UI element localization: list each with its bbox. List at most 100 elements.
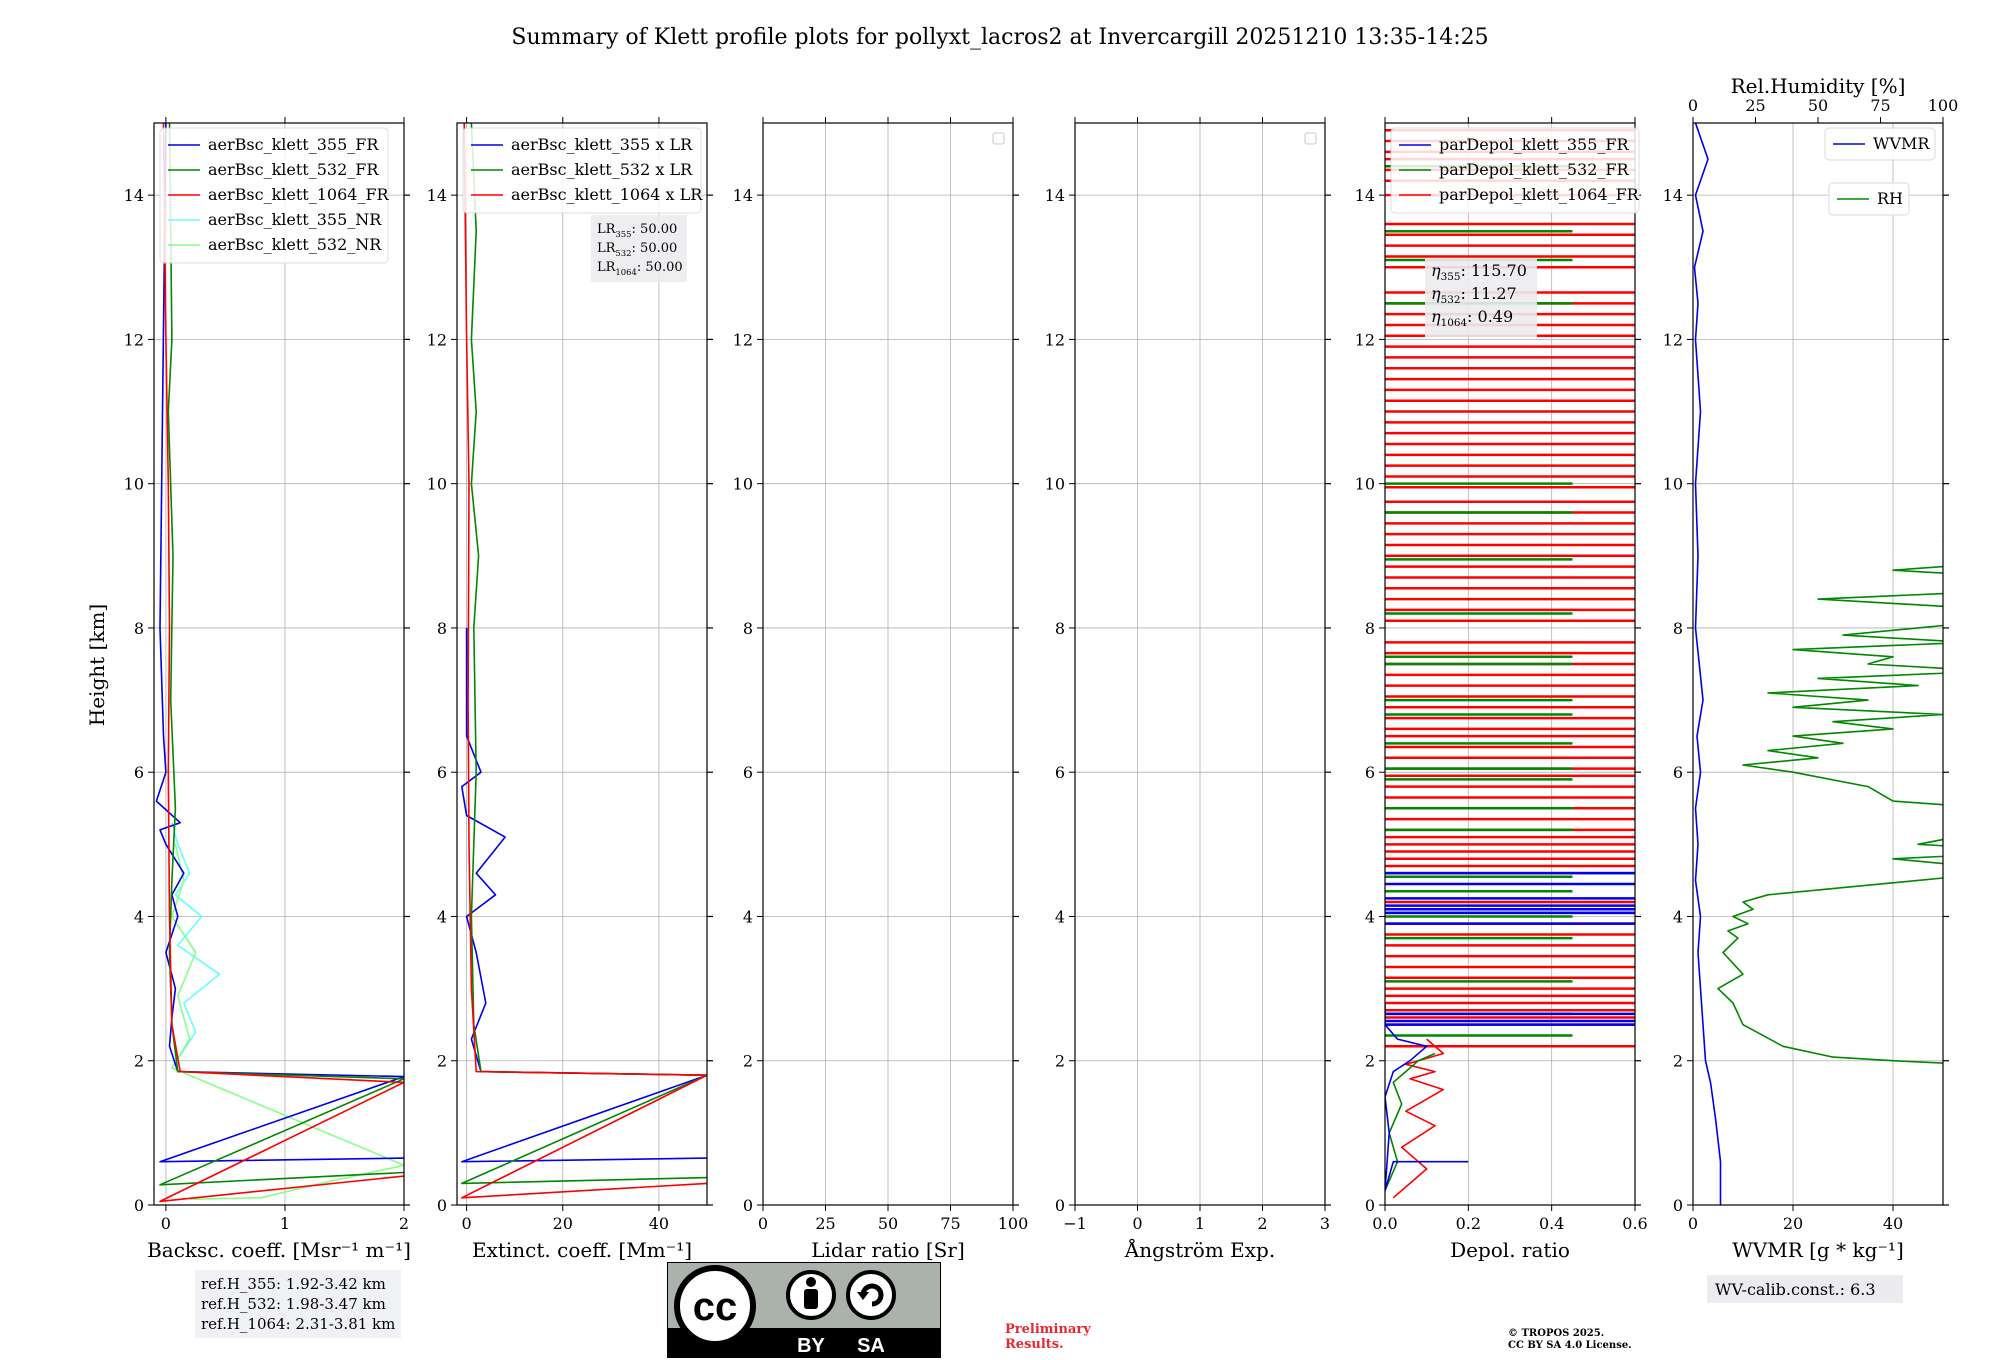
legend-label: aerBsc_klett_1064_FR (208, 185, 390, 204)
x-tick-label: −1 (1063, 1214, 1087, 1233)
plot-frame (153, 122, 405, 1206)
refh-1064: ref.H_1064: 2.31-3.81 km (201, 1315, 396, 1333)
y-tick-label: 4 (1055, 907, 1065, 926)
annotation-box (1425, 258, 1537, 337)
top-x-tick-label: 50 (1808, 96, 1828, 115)
y-tick-label: 0 (1055, 1196, 1065, 1215)
sa-text: SA (857, 1335, 885, 1357)
legend-rh: RH (1828, 182, 1910, 216)
data-layer (1693, 123, 1943, 1205)
annotation-value: : 50.00 (637, 260, 683, 275)
series-line (460, 123, 707, 1199)
series-line (171, 844, 404, 1200)
annotation-line: LR1064: 50.00 (597, 260, 683, 277)
annotation-value: : 11.27 (1460, 284, 1516, 303)
annotation-symbol: LR (597, 222, 617, 237)
empty-legend-box (992, 132, 1005, 145)
x-tick-label: 75 (940, 1214, 960, 1233)
legend-label: aerBsc_klett_532_NR (208, 235, 382, 254)
panel-lr: 0 25 50 75 100 0 2 4 6 8 10 12 14 Lidar ratio [Sr] (733, 117, 1029, 1262)
data-layer (155, 123, 404, 1203)
sa-arrowhead-icon (857, 1292, 869, 1300)
legend: aerBsc_klett_355_FR aerBsc_klett_532_FRae… (159, 127, 390, 264)
annotation-subscript: 532 (615, 248, 631, 258)
y-tick-label: 8 (1673, 619, 1683, 638)
person-head-icon (806, 1277, 816, 1287)
x-tick-label: 2 (1257, 1214, 1267, 1233)
series-line (1717, 540, 1943, 1064)
y-tick-label: 14 (427, 186, 447, 205)
y-tick-label: 4 (743, 907, 753, 926)
annotation-symbol: η (1431, 284, 1441, 303)
empty-legend-box (1304, 132, 1317, 145)
series-line (460, 627, 707, 1163)
y-tick-label: 0 (134, 1196, 144, 1215)
annotation-box (1707, 1275, 1903, 1303)
x-tick-label: 40 (649, 1214, 669, 1233)
x-tick-label: 0.4 (1539, 1214, 1564, 1233)
x-tick-label: 100 (998, 1214, 1029, 1233)
top-x-tick-label: 75 (1870, 96, 1890, 115)
y-tick-label: 14 (1663, 186, 1683, 205)
y-tick-label: 6 (743, 763, 753, 782)
person-body-icon (804, 1289, 818, 1309)
legend-label: WVMR (1873, 134, 1930, 153)
preliminary-line-1: Preliminary (1005, 1322, 1091, 1337)
legend-label: parDepol_klett_532_FR (1439, 160, 1630, 179)
annotation-subscript: 1064 (615, 267, 636, 277)
legend-label: RH (1877, 189, 1903, 208)
y-tick-label: 8 (743, 619, 753, 638)
y-tick-label: 14 (733, 186, 753, 205)
y-tick-label: 0 (1673, 1196, 1683, 1215)
annotation-value: : 115.70 (1460, 261, 1526, 280)
annotation-line: η355: 115.70 (1431, 261, 1527, 283)
annotation-symbol: η (1431, 261, 1441, 280)
series-line (1385, 1003, 1469, 1192)
series-line (171, 822, 221, 1069)
panel-ext: 0 20 40 0 2 4 6 8 10 12 14 Extinct. coeff. [Mm⁻¹] ae… (427, 117, 713, 1262)
preliminary-line-2: Results. (1005, 1337, 1064, 1352)
plot-frame (1384, 122, 1636, 1206)
x-tick-label: 0.0 (1372, 1214, 1397, 1233)
legend: aerBsc_klett_355 x LR aerBsc_klett_532 x … (462, 127, 703, 214)
y-tick-label: 6 (1673, 763, 1683, 782)
y-tick-label: 0 (743, 1196, 753, 1215)
annotation-box (591, 215, 687, 282)
y-tick-label: 4 (1365, 907, 1375, 926)
series-line (155, 123, 404, 1163)
top-x-axis-label: Rel.Humidity [%] (1731, 74, 1906, 98)
top-x-tick-label: 25 (1745, 96, 1765, 115)
x-tick-label: 1 (280, 1214, 290, 1233)
annotation-line: LR355: 50.00 (597, 222, 677, 239)
top-x-tick-label: 0 (1688, 96, 1698, 115)
x-tick-label: 0 (462, 1214, 472, 1233)
cc-by-sa-badge: cc BY SA (667, 1262, 941, 1358)
y-tick-label: 8 (134, 619, 144, 638)
legend-label: aerBsc_klett_355 x LR (511, 135, 693, 154)
y-tick-label: 0 (1365, 1196, 1375, 1215)
legend-label: parDepol_klett_1064_FR (1439, 185, 1640, 204)
x-tick-label: 0.2 (1456, 1214, 1481, 1233)
preliminary-note: Preliminary Results. (1005, 1322, 1091, 1352)
y-axis-label: Height [km] (85, 604, 109, 726)
annotation-line: η532: 11.27 (1431, 284, 1517, 306)
cc-circle-icon (674, 1265, 756, 1347)
x-tick-label: 0 (1688, 1214, 1698, 1233)
x-axis-label: Depol. ratio (1450, 1238, 1570, 1262)
y-tick-label: 6 (437, 763, 447, 782)
x-tick-label: 20 (1783, 1214, 1803, 1233)
x-axis-label: Extinct. coeff. [Mm⁻¹] (472, 1238, 692, 1262)
x-tick-label: 3 (1320, 1214, 1330, 1233)
x-axis-label: Lidar ratio [Sr] (811, 1238, 965, 1262)
series-line (159, 123, 404, 1186)
x-axis-label: Ångström Exp. (1124, 1237, 1275, 1262)
copyright-line-1: © TROPOS 2025. (1508, 1328, 1605, 1339)
y-tick-label: 2 (1055, 1052, 1065, 1071)
y-tick-label: 2 (1365, 1052, 1375, 1071)
annotation-subscript: 532 (1441, 294, 1461, 306)
x-axis-label: Backsc. coeff. [Msr⁻¹ m⁻¹] (147, 1238, 411, 1262)
y-tick-label: 4 (437, 907, 447, 926)
y-tick-label: 12 (1355, 330, 1375, 349)
